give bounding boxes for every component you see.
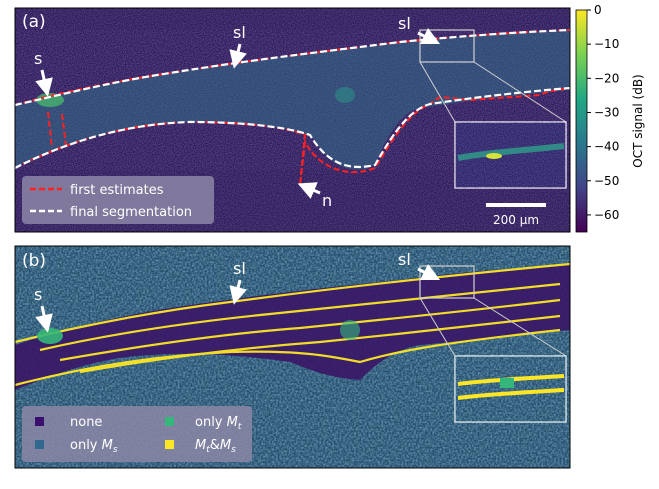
annotation-sl-left-b: sl [233,259,246,278]
colorbar-gradient [575,9,588,233]
arrow-s-a [35,69,53,97]
annotation-s-a: s [34,49,42,68]
panel-a-label: (a) [22,12,46,32]
colorbar-label: OCT signal (dB) [631,74,645,168]
legend-label-both: Mt&Ms [195,438,236,455]
bright-spot-mid-a [335,87,355,103]
legend-swatch-none [35,417,44,426]
scalebar-label: 200 µm [493,213,539,227]
legend-swatch-both [165,440,174,449]
inset-b-layer-2 [457,388,565,400]
arrow-sl-right-b [417,263,441,281]
annotation-s-b: s [34,285,42,304]
legend-label-only-ms: only Ms [70,438,118,455]
first-estimate-s-loop [47,111,67,149]
bright-spot-mid-b [340,320,360,340]
panel-a-frame [14,7,571,233]
inset-a-layer [457,143,565,161]
annotation-n-a: n [322,191,332,210]
streak-2-b [39,282,561,352]
legend-swatch-only-ms [35,440,44,449]
tissue-speckle-a [15,30,570,170]
annotation-sl-left-a: sl [233,23,246,42]
colorbar-tick-label: −60 [594,208,619,222]
layer-streaks-b [15,262,570,387]
panel-b-label: (b) [22,251,46,271]
inset-b-green-patch [500,378,514,388]
panel-b-frame [14,245,571,469]
panel-b: (b) s sl sl none only Ms only Mt Mt&Ms [15,246,570,468]
tissue-region-b [15,264,570,390]
arrow-sl-left-b [229,279,247,305]
final-segmentation-top [15,28,570,107]
streak-3-b [59,298,561,362]
legend-swatch-only-mt [165,417,174,426]
arrow-sl-left-a [229,43,247,69]
inset-b [454,355,567,423]
scalebar [486,203,546,207]
colorbar: 0 −10 −20 −30 −40 −50 −60 OCT signal (dB) [575,3,645,233]
zoom-box-a [419,29,475,63]
colorbar-tick-label: −50 [594,174,619,188]
bright-spot-s-b [37,328,63,344]
legend-a-box [22,176,214,224]
zoom-box-b [419,265,475,299]
final-segmentation-bottom [15,86,570,169]
colorbar-ticks: 0 −10 −20 −30 −40 −50 −60 [587,3,619,222]
inset-a [454,121,567,189]
legend-label-only-mt: only Mt [195,415,242,432]
panel-a: 200 µm (a) s sl sl n first estimates fin… [15,8,570,232]
annotation-sl-right-a: sl [398,14,411,33]
legend-b: none only Ms only Mt Mt&Ms [22,406,252,462]
streak-4-b [79,314,561,374]
legend-label-final-segmentation: final segmentation [70,205,192,220]
legend-label-none: none [70,415,102,430]
legend-label-first-estimates: first estimates [70,183,164,198]
zoom-line-a1 [419,61,456,123]
inset-a-bright-spot [486,153,502,159]
first-estimate-bottom [15,87,570,186]
colorbar-tick-label: −40 [594,140,619,154]
zoom-line-b2 [473,297,567,357]
zoom-line-a2 [473,61,567,123]
legend-a: first estimates final segmentation [22,176,214,224]
arrow-s-b [35,305,53,333]
colorbar-tick-label: 0 [594,3,602,17]
arrow-sl-right-a [417,27,441,45]
colorbar-tick-label: −10 [594,37,619,51]
arrow-n-a [297,182,321,199]
zoom-line-b1 [419,297,456,357]
streak-bottom-b [15,328,561,387]
annotation-sl-right-b: sl [398,250,411,269]
legend-b-box [22,406,252,462]
colorbar-tick-label: −30 [594,105,619,119]
colorbar-tick-label: −20 [594,71,619,85]
